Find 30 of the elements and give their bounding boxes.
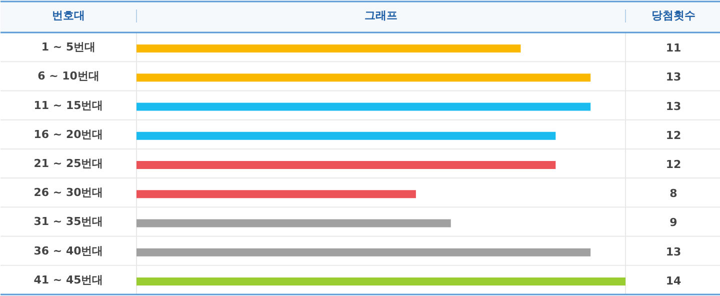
y-tick-label: 16 ~ 20번대 bbox=[34, 128, 104, 141]
bar bbox=[136, 248, 591, 256]
data-label: 13 bbox=[666, 245, 682, 258]
bar bbox=[136, 74, 591, 82]
x-axis-title: 그래프 bbox=[364, 9, 398, 22]
bar bbox=[136, 132, 556, 140]
y2-axis-title: 당첨횟수 bbox=[652, 9, 696, 22]
y-tick-label: 11 ~ 15번대 bbox=[34, 98, 104, 112]
y-tick-label: 6 ~ 10번대 bbox=[38, 70, 100, 83]
y-tick-label: 36 ~ 40번대 bbox=[34, 244, 104, 258]
data-label: 12 bbox=[666, 158, 682, 171]
y-tick-label: 41 ~ 45번대 bbox=[34, 273, 104, 286]
bar bbox=[136, 219, 451, 228]
y-tick-label: 31 ~ 35번대 bbox=[34, 215, 104, 228]
data-label: 14 bbox=[666, 274, 682, 288]
y-axis-title: 번호대 bbox=[52, 9, 85, 22]
bar bbox=[136, 190, 416, 198]
data-label: 8 bbox=[670, 187, 678, 200]
bar bbox=[136, 277, 626, 286]
y-tick-label: 1 ~ 5번대 bbox=[41, 40, 96, 54]
bar bbox=[136, 102, 591, 111]
data-label: 12 bbox=[666, 128, 682, 142]
bar bbox=[136, 161, 556, 169]
y-tick-label: 26 ~ 30번대 bbox=[34, 186, 104, 200]
y-tick-label: 21 ~ 25번대 bbox=[34, 157, 104, 170]
data-label: 9 bbox=[670, 216, 678, 230]
data-label: 13 bbox=[666, 100, 682, 113]
data-label: 13 bbox=[666, 70, 682, 84]
bar bbox=[136, 44, 521, 53]
data-label: 11 bbox=[666, 42, 682, 55]
